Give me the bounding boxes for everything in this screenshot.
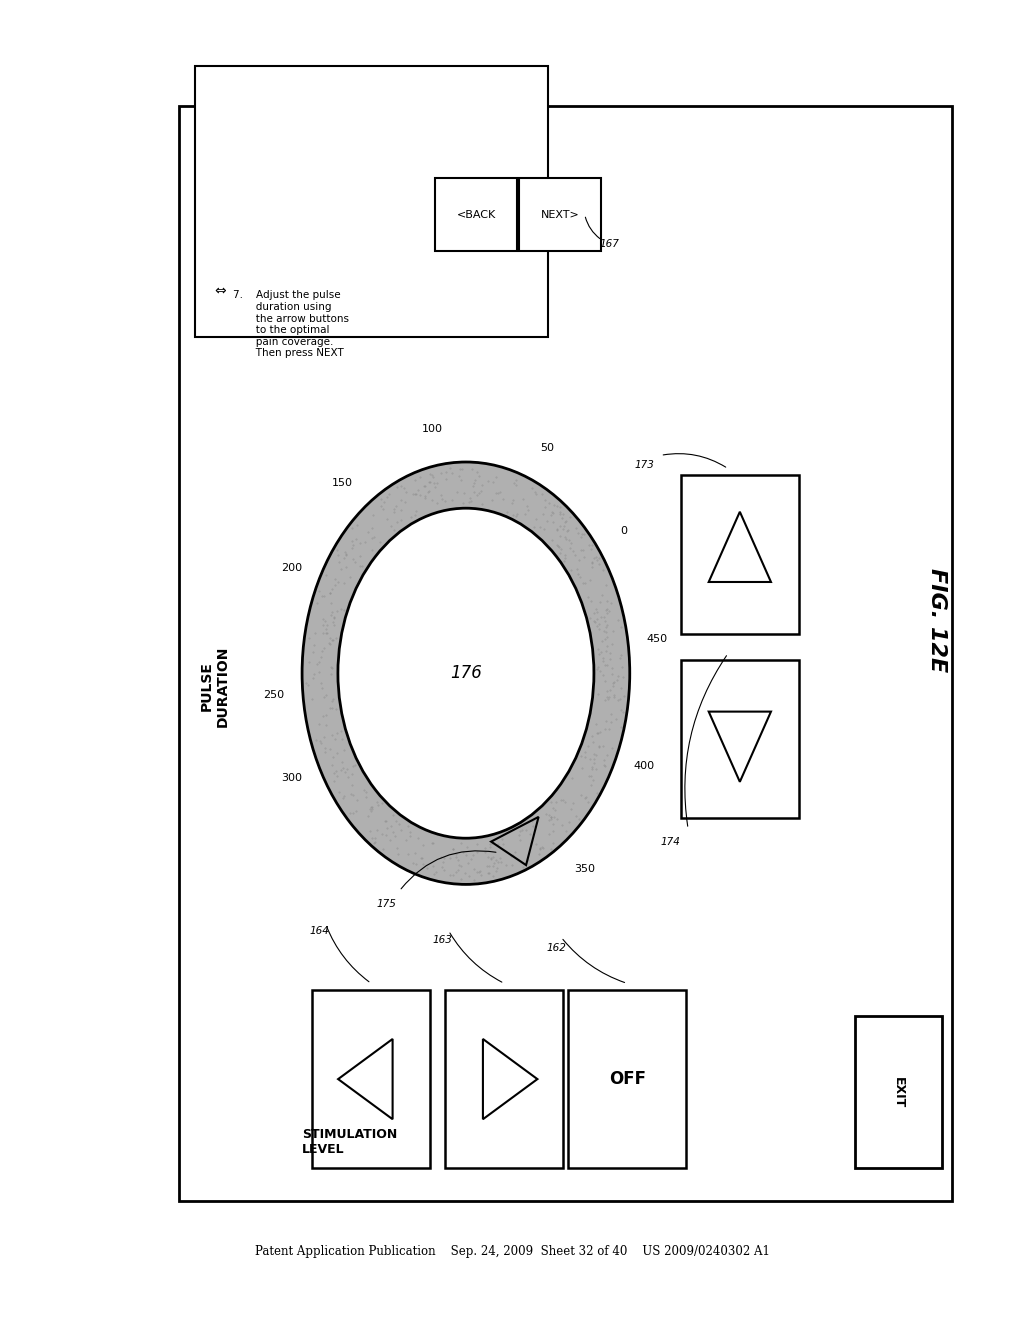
Text: 176: 176 bbox=[450, 664, 482, 682]
Text: 0: 0 bbox=[621, 525, 627, 536]
Text: STIMULATION
LEVEL: STIMULATION LEVEL bbox=[302, 1127, 397, 1156]
Text: 175: 175 bbox=[376, 899, 396, 909]
Bar bbox=[195, 66, 548, 337]
Bar bbox=[312, 990, 430, 1168]
Text: OFF: OFF bbox=[608, 1071, 646, 1088]
Text: 350: 350 bbox=[573, 863, 595, 874]
Circle shape bbox=[302, 462, 630, 884]
Text: 450: 450 bbox=[646, 634, 667, 644]
Text: 173: 173 bbox=[635, 459, 654, 470]
Text: NEXT>: NEXT> bbox=[541, 210, 580, 219]
Bar bbox=[681, 475, 799, 634]
Text: ⇔: ⇔ bbox=[214, 284, 226, 298]
Bar bbox=[435, 178, 517, 251]
Text: PULSE
DURATION: PULSE DURATION bbox=[200, 645, 230, 727]
Text: Patent Application Publication    Sep. 24, 2009  Sheet 32 of 40    US 2009/02403: Patent Application Publication Sep. 24, … bbox=[255, 1245, 769, 1258]
Text: 300: 300 bbox=[281, 774, 302, 783]
Text: 167: 167 bbox=[599, 239, 618, 249]
Bar bbox=[179, 106, 952, 1201]
Text: 100: 100 bbox=[422, 424, 443, 434]
Text: EXIT: EXIT bbox=[892, 1077, 905, 1107]
Text: FIG. 12E: FIG. 12E bbox=[927, 569, 947, 672]
Text: 7.    Adjust the pulse
       duration using
       the arrow buttons
       to : 7. Adjust the pulse duration using the a… bbox=[233, 290, 349, 359]
Text: <BACK: <BACK bbox=[457, 210, 496, 219]
Text: 164: 164 bbox=[309, 925, 330, 936]
Text: 162: 162 bbox=[546, 942, 566, 953]
Text: 250: 250 bbox=[263, 690, 285, 700]
Bar bbox=[855, 1016, 942, 1168]
Circle shape bbox=[338, 508, 594, 838]
Text: 174: 174 bbox=[660, 837, 680, 847]
Text: 163: 163 bbox=[432, 935, 453, 945]
Text: 200: 200 bbox=[281, 564, 302, 573]
Text: 150: 150 bbox=[332, 478, 352, 488]
Bar bbox=[445, 990, 563, 1168]
Bar bbox=[519, 178, 601, 251]
Text: 400: 400 bbox=[634, 762, 655, 771]
Bar bbox=[568, 990, 686, 1168]
Bar bbox=[681, 660, 799, 818]
Text: 50: 50 bbox=[541, 444, 554, 453]
